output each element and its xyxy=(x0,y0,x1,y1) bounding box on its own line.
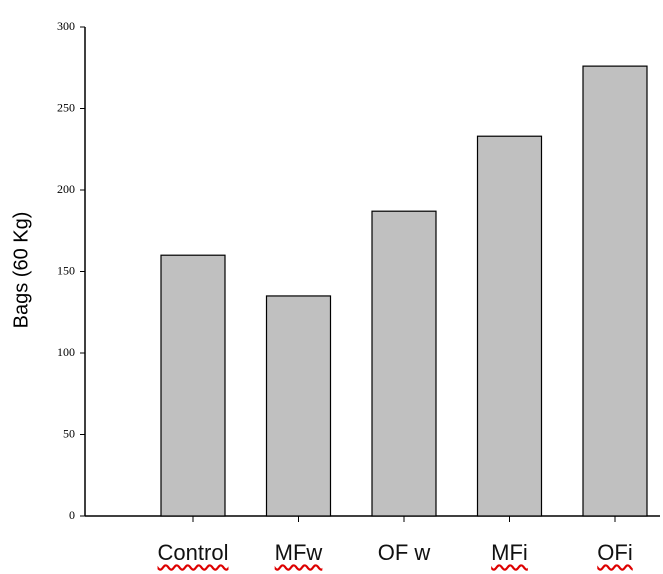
y-tick-label: 100 xyxy=(57,345,75,359)
bar xyxy=(160,254,226,517)
bar xyxy=(476,135,543,517)
x-tick-label: Control xyxy=(157,540,229,565)
x-tick-label: OFi xyxy=(597,540,633,565)
x-tick-label: MFw xyxy=(274,540,323,565)
y-tick-label: 150 xyxy=(57,263,75,277)
bar xyxy=(582,65,648,517)
y-tick-label: 300 xyxy=(57,19,75,33)
bar xyxy=(371,210,437,517)
bar xyxy=(265,295,332,517)
y-axis-title: Bags (60 Kg) xyxy=(10,212,32,329)
y-tick-label: 50 xyxy=(63,426,75,440)
y-tick-label: 250 xyxy=(57,100,75,114)
y-tick-label: 0 xyxy=(69,508,75,522)
y-tick-label: 200 xyxy=(57,182,75,196)
x-tick-label: OF w xyxy=(377,540,431,565)
x-tick-label: MFi xyxy=(491,540,528,565)
